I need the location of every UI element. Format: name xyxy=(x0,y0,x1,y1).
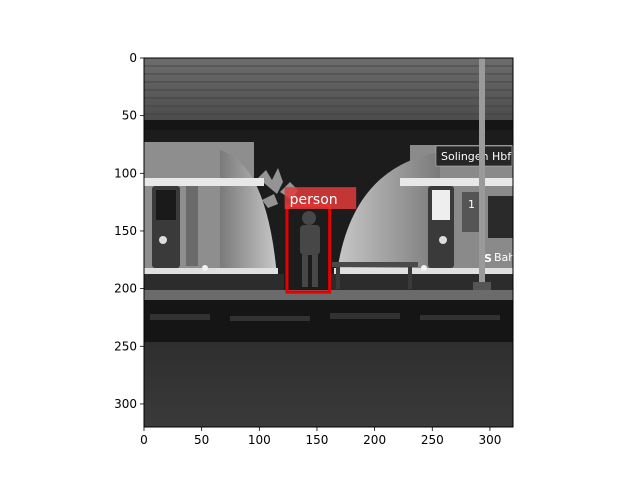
platform-roof xyxy=(144,58,513,124)
train-door-numeral: 1 xyxy=(468,198,475,211)
y-tick-label: 200 xyxy=(114,282,137,296)
y-tick-label: 50 xyxy=(122,109,137,123)
y-tick-label: 0 xyxy=(129,51,137,65)
y-tick-label: 100 xyxy=(114,166,137,180)
x-tick-label: 250 xyxy=(421,433,444,447)
x-tick-label: 150 xyxy=(306,433,329,447)
y-tick-label: 150 xyxy=(114,224,137,238)
axes-frame xyxy=(143,57,514,428)
station-sign xyxy=(435,145,513,167)
y-tick-label: 300 xyxy=(114,397,137,411)
x-tick-label: 100 xyxy=(248,433,271,447)
x-tick-label: 300 xyxy=(478,433,501,447)
train-side-text: Bahn xyxy=(494,251,522,264)
x-tick-label: 50 xyxy=(194,433,209,447)
x-tick-label: 200 xyxy=(363,433,386,447)
left-train xyxy=(144,142,284,290)
station-sign-text: Solingen Hbf xyxy=(441,150,512,163)
x-tick-label: 0 xyxy=(140,433,148,447)
lamp-pole xyxy=(479,58,485,290)
right-train: 1 S Bahn xyxy=(330,145,522,290)
y-tick-label: 250 xyxy=(114,339,137,353)
person-silhouette xyxy=(300,211,320,287)
foreground-platform xyxy=(144,342,513,427)
person-label: person xyxy=(290,192,338,208)
train-side-mark: S xyxy=(484,252,492,265)
y-axis: 0 50 100 150 200 250 300 xyxy=(114,51,144,411)
station-photo: 1 S Bahn Solingen Hbf xyxy=(144,58,522,427)
x-axis: 0 50 100 150 200 250 300 xyxy=(140,427,501,447)
platform-edge xyxy=(144,290,513,302)
bench xyxy=(332,262,418,267)
person-label-background xyxy=(284,187,357,210)
